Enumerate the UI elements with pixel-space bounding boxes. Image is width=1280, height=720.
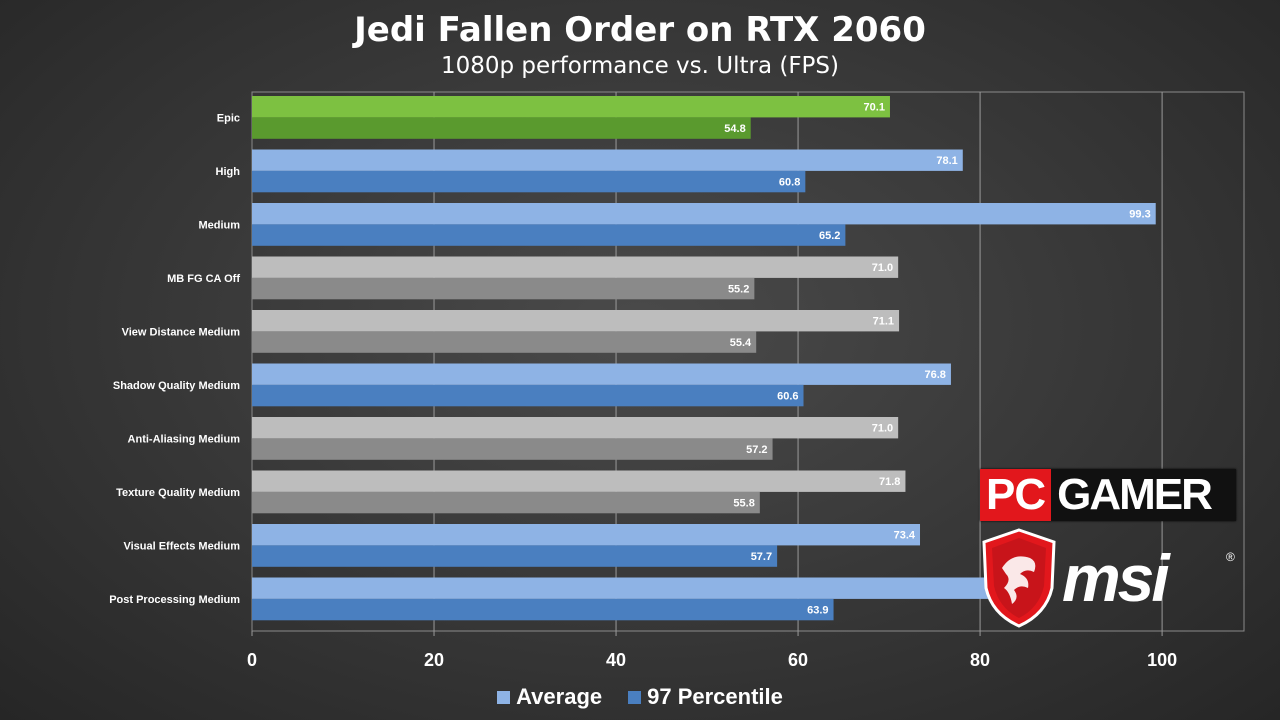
- bar-average: [252, 363, 951, 385]
- msi-registered-mark: ®: [1226, 550, 1235, 564]
- bar-97-percentile: [252, 117, 751, 139]
- bar-value-label: 73.4: [894, 530, 916, 542]
- bar-value-label: 71.8: [879, 476, 900, 488]
- x-tick-label: 0: [247, 650, 257, 670]
- x-tick-label: 60: [788, 650, 808, 670]
- category-label: Post Processing Medium: [109, 594, 240, 606]
- bar-97-percentile: [252, 598, 834, 621]
- bar-value-label: 76.8: [925, 369, 946, 381]
- category-label: Texture Quality Medium: [116, 487, 240, 499]
- bar-value-label: 71.1: [873, 316, 894, 328]
- bar-value-label: 55.8: [733, 498, 754, 510]
- bar-97-percentile: [252, 170, 806, 193]
- msi-logo: msi ®: [980, 528, 1240, 628]
- category-label: Visual Effects Medium: [123, 540, 240, 552]
- msi-logo-text: msi: [1062, 541, 1170, 615]
- bar-value-label: 55.4: [730, 337, 752, 349]
- category-label: View Distance Medium: [122, 326, 241, 338]
- bar-value-label: 78.1: [936, 155, 957, 167]
- legend-item-97-percentile: 97 Percentile: [628, 684, 783, 710]
- bar-value-label: 63.9: [807, 605, 828, 617]
- msi-dragon-shield-icon: [982, 528, 1056, 628]
- bar-average: [252, 256, 899, 278]
- bar-value-label: 71.0: [872, 262, 893, 274]
- bar-value-label: 70.1: [864, 102, 885, 114]
- bar-average: [252, 417, 899, 439]
- category-label: High: [216, 166, 241, 178]
- bar-value-label: 54.8: [724, 123, 745, 135]
- bar-average: [252, 149, 963, 171]
- bar-value-label: 71.0: [872, 423, 893, 435]
- bar-97-percentile: [252, 277, 755, 300]
- legend-label-average: Average: [516, 684, 603, 709]
- bar-average: [252, 203, 1156, 225]
- x-tick-label: 100: [1147, 650, 1177, 670]
- legend-swatch-97-percentile: [628, 690, 642, 704]
- category-label: Epic: [217, 112, 240, 124]
- bar-value-label: 57.2: [746, 444, 767, 456]
- category-label: Shadow Quality Medium: [113, 380, 240, 392]
- bar-97-percentile: [252, 384, 804, 407]
- bar-97-percentile: [252, 438, 773, 460]
- plot-frame: [251, 91, 1245, 632]
- pc-gamer-logo-pc: PC: [980, 469, 1052, 521]
- bar-average: [252, 524, 921, 546]
- x-tick-label: 40: [606, 650, 626, 670]
- bar-average: [252, 470, 906, 492]
- pc-gamer-logo: PC GAMER: [980, 469, 1236, 521]
- bar-average: [252, 310, 900, 332]
- bar-value-label: 65.2: [819, 230, 840, 242]
- legend-item-average: Average: [497, 684, 602, 710]
- legend-label-97-percentile: 97 Percentile: [647, 684, 783, 709]
- bar-97-percentile: [252, 545, 778, 567]
- bar-value-label: 57.7: [751, 551, 772, 563]
- legend-swatch-average: [497, 690, 511, 704]
- x-tick-label: 20: [424, 650, 444, 670]
- bar-97-percentile: [252, 331, 757, 353]
- category-label: Anti-Aliasing Medium: [128, 433, 241, 445]
- category-label: Medium: [198, 219, 240, 231]
- legend: Average 97 Percentile: [0, 684, 1280, 710]
- bar-value-label: 60.6: [777, 391, 798, 403]
- pc-gamer-logo-gamer: GAMER: [1057, 470, 1213, 519]
- bar-value-label: 99.3: [1129, 209, 1150, 221]
- bar-average: [252, 96, 890, 118]
- bar-value-label: 60.8: [779, 177, 800, 189]
- category-label: MB FG CA Off: [167, 273, 240, 285]
- bar-value-label: 55.2: [728, 284, 749, 296]
- chart-title: Jedi Fallen Order on RTX 2060: [354, 10, 926, 50]
- bar-average: [252, 577, 1012, 599]
- bar-97-percentile: [252, 224, 846, 246]
- x-tick-label: 80: [970, 650, 990, 670]
- chart-subtitle: 1080p performance vs. Ultra (FPS): [440, 53, 840, 79]
- bar-97-percentile: [252, 491, 760, 514]
